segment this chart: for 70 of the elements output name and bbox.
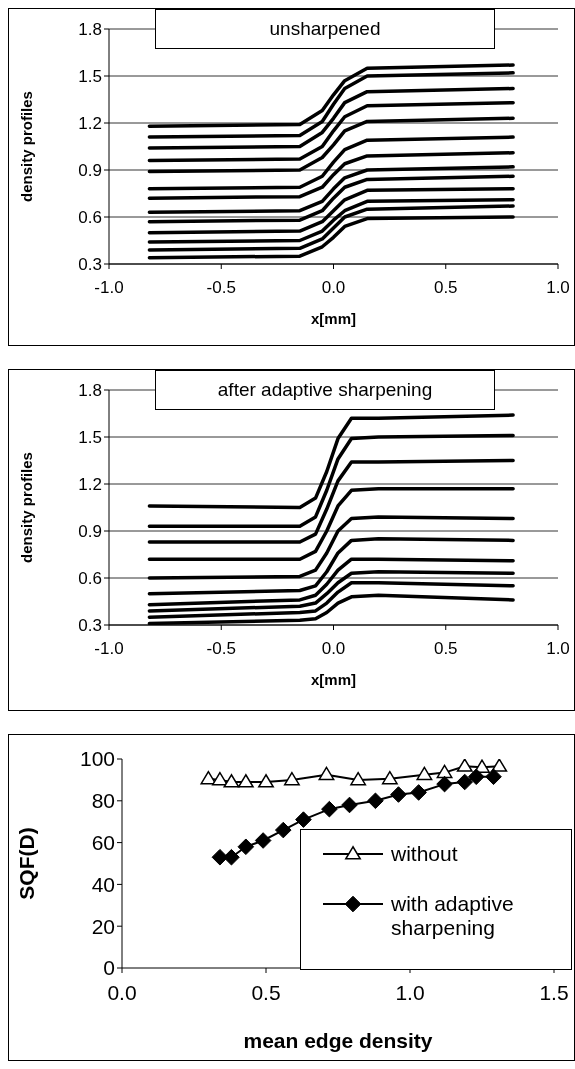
x-axis-title: x[mm] [310, 671, 357, 688]
point [350, 771, 367, 786]
point [491, 759, 508, 772]
point [254, 832, 272, 849]
y-tick-label: 0.3 [78, 255, 102, 275]
point [258, 774, 274, 788]
point [436, 775, 453, 793]
x-tick-label: 0.0 [321, 278, 346, 298]
y-tick-label: 0.6 [78, 569, 102, 589]
point [467, 768, 485, 786]
point [367, 792, 384, 810]
point [237, 774, 254, 788]
x-tick-label: 1.5 [539, 980, 569, 1004]
point [223, 848, 240, 866]
point [200, 770, 217, 785]
y-tick-label: 0 [103, 956, 115, 980]
point [211, 771, 228, 786]
point [485, 768, 502, 786]
point [283, 771, 300, 786]
x-tick-label: 0.5 [251, 980, 281, 1004]
x-axis-title: x[mm] [310, 310, 357, 327]
y-axis-title: density profiles [18, 91, 36, 202]
y-tick-label: 0.3 [78, 616, 102, 636]
x-tick-label: -1.0 [94, 278, 124, 298]
x-tick-label: 0.5 [433, 639, 458, 659]
y-axis-title: SQF(D) [15, 827, 39, 900]
point [341, 796, 358, 814]
y-tick-label: 1.5 [78, 67, 102, 87]
title-frame: unsharpened [155, 9, 495, 49]
y-tick-label: 1.2 [78, 114, 102, 134]
y-tick-label: 60 [91, 831, 115, 855]
x-tick-label: 1.0 [395, 980, 425, 1004]
y-tick-label: 40 [91, 872, 115, 896]
y-tick-label: 0.6 [78, 208, 102, 228]
x-axis-title: mean edge density [243, 1029, 433, 1052]
y-tick-label: 100 [79, 747, 115, 771]
point [274, 821, 292, 839]
x-tick-label: 0.5 [433, 278, 458, 298]
point [390, 786, 407, 803]
point [456, 773, 474, 791]
y-tick-label: 1.8 [78, 20, 102, 40]
x-tick-label: -1.0 [94, 639, 124, 659]
x-tick-label: 1.0 [546, 639, 570, 659]
point [381, 770, 398, 785]
point [416, 766, 433, 781]
y-tick-label: 1.8 [78, 381, 102, 401]
legend-label: with adaptive sharpening [391, 892, 515, 940]
x-tick-label: -0.5 [206, 639, 236, 659]
y-tick-label: 0.9 [78, 161, 102, 181]
point [237, 838, 255, 856]
y-tick-label: 1.5 [78, 428, 102, 448]
point [318, 766, 335, 781]
x-tick-label: -0.5 [206, 278, 236, 298]
line-series [147, 580, 515, 619]
legend-label: without [391, 842, 459, 866]
y-tick-label: 1.2 [78, 475, 102, 495]
point [436, 764, 453, 779]
x-tick-label: 0.0 [107, 980, 137, 1004]
title-frame: after adaptive sharpening [155, 370, 495, 410]
y-axis-title: density profiles [18, 452, 36, 563]
point [321, 800, 338, 818]
x-tick-label: 0.0 [321, 639, 346, 659]
y-tick-label: 80 [91, 789, 115, 813]
x-tick-label: 1.0 [546, 278, 570, 298]
point [410, 784, 427, 801]
y-tick-label: 20 [91, 914, 115, 938]
y-tick-label: 0.9 [78, 522, 102, 542]
point [456, 759, 473, 772]
point [223, 774, 240, 788]
point [295, 811, 312, 828]
